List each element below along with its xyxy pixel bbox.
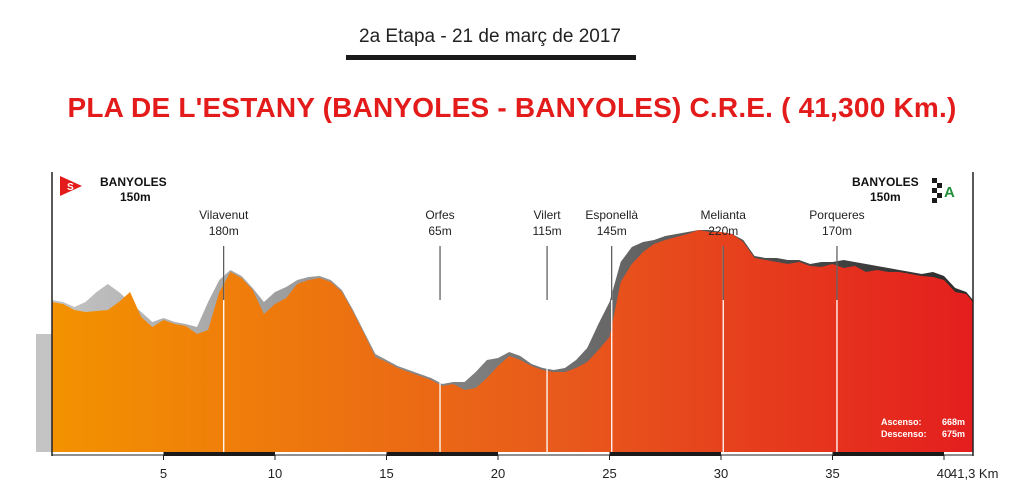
waypoint-altitude: 115m: [532, 224, 561, 238]
waypoint-name: Melianta: [701, 208, 747, 222]
waypoint-name: BANYOLES: [852, 175, 919, 189]
waypoint-name: BANYOLES: [100, 175, 167, 189]
stage-title: 2a Etapa - 21 de març de 2017: [359, 26, 621, 47]
waypoint-altitude: 150m: [120, 190, 151, 204]
waypoint-name: Orfes: [425, 208, 454, 222]
waypoint-name: Vilavenut: [199, 208, 249, 222]
x-tick-label: 25: [602, 466, 616, 481]
end-tick-label: 41,3 Km: [950, 466, 998, 481]
x-tick-label: 5: [160, 466, 167, 481]
x-tick-label: 15: [379, 466, 393, 481]
waypoint-altitude: 180m: [209, 224, 239, 238]
axis-band-segment: [832, 452, 945, 456]
x-tick-label: 35: [825, 466, 839, 481]
waypoint-altitude: 150m: [870, 190, 901, 204]
waypoint-name: Vilert: [534, 208, 562, 222]
ascent-value: 668m: [942, 417, 965, 427]
x-tick-label: 10: [268, 466, 282, 481]
x-tick-label: 40: [937, 466, 951, 481]
descent-label: Descenso:: [881, 429, 927, 439]
start-grey-block: [36, 334, 52, 452]
start-marker-icon: S: [60, 176, 82, 196]
waypoint-name: Porqueres: [809, 208, 864, 222]
waypoint-altitude: 145m: [597, 224, 627, 238]
finish-marker-letter: A: [944, 184, 955, 201]
axis-band-segment: [163, 452, 276, 456]
ascent-label: Ascenso:: [881, 417, 922, 427]
axis-band-segment: [386, 452, 499, 456]
route-title: PLA DE L'ESTANY (BANYOLES - BANYOLES) C.…: [67, 92, 957, 123]
x-tick-label: 20: [491, 466, 505, 481]
x-tick-label: 30: [714, 466, 728, 481]
waypoint-altitude: 170m: [822, 224, 852, 238]
waypoint-name: Esponellà: [585, 208, 638, 222]
profile-area: [52, 230, 973, 452]
finish-flag-icon: A: [932, 178, 955, 203]
axis-band-segment: [609, 452, 722, 456]
waypoint-altitude: 65m: [428, 224, 451, 238]
start-marker-letter: S: [67, 182, 74, 193]
waypoint-altitude: 220m: [708, 224, 738, 238]
stage-title-underline: [346, 55, 636, 60]
descent-value: 675m: [942, 429, 965, 439]
